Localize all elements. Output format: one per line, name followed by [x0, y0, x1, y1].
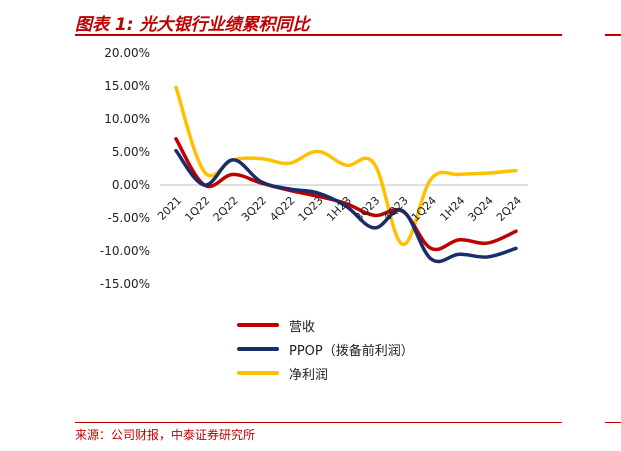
legend-label-net-profit: 净利润 [289, 367, 329, 383]
legend-swatch-net-profit [237, 371, 279, 375]
title-rule-right [605, 34, 621, 36]
footer-rule [75, 422, 562, 423]
y-tick-label: -10.00% [100, 244, 150, 258]
legend-item-net-profit: 净利润 [237, 361, 414, 385]
x-tick-label: 2Q24 [494, 194, 524, 224]
footer-rule-right [605, 422, 621, 423]
chart-title: 图表 1: 光大银行业绩累积同比 [75, 15, 310, 35]
series-line-ppop [174, 148, 518, 264]
legend-item-ppop: PPOP（拨备前利润） [237, 337, 414, 361]
source-note: 来源：公司财报，中泰证券研究所 [75, 428, 256, 442]
y-tick-label: 20.00% [104, 46, 150, 60]
legend-swatch-ppop [237, 347, 279, 351]
chart-legend: 营收 PPOP（拨备前利润） 净利润 [237, 313, 414, 385]
x-tick-label: 3Q23 [352, 194, 382, 224]
x-tick-label: 2021 [155, 194, 184, 223]
x-tick-label: 1Q22 [182, 194, 212, 224]
x-tick-label: 3Q22 [239, 194, 269, 224]
x-tick-label: 2Q22 [211, 194, 241, 224]
legend-label-revenue: 营收 [289, 319, 316, 335]
legend-item-revenue: 营收 [237, 313, 414, 337]
y-tick-label: -15.00% [100, 277, 150, 291]
y-tick-label: 5.00% [112, 145, 150, 159]
y-tick-label: -5.00% [108, 211, 150, 225]
title-rule [75, 34, 562, 36]
legend-label-ppop: PPOP（拨备前利润） [289, 343, 414, 359]
y-tick-label: 0.00% [112, 178, 150, 192]
x-tick-label: 1H24 [438, 194, 468, 224]
title-bar: 图表 1: 光大银行业绩累积同比 [75, 4, 562, 35]
legend-swatch-revenue [237, 323, 279, 327]
x-tick-label: 4Q22 [267, 194, 297, 224]
x-tick-label: 1Q24 [409, 194, 439, 224]
x-tick-label: 3Q24 [466, 194, 496, 224]
y-tick-label: 15.00% [104, 79, 150, 93]
y-tick-label: 10.00% [104, 112, 150, 126]
series-line-revenue [174, 137, 518, 252]
series-line-net-profit [174, 85, 518, 247]
